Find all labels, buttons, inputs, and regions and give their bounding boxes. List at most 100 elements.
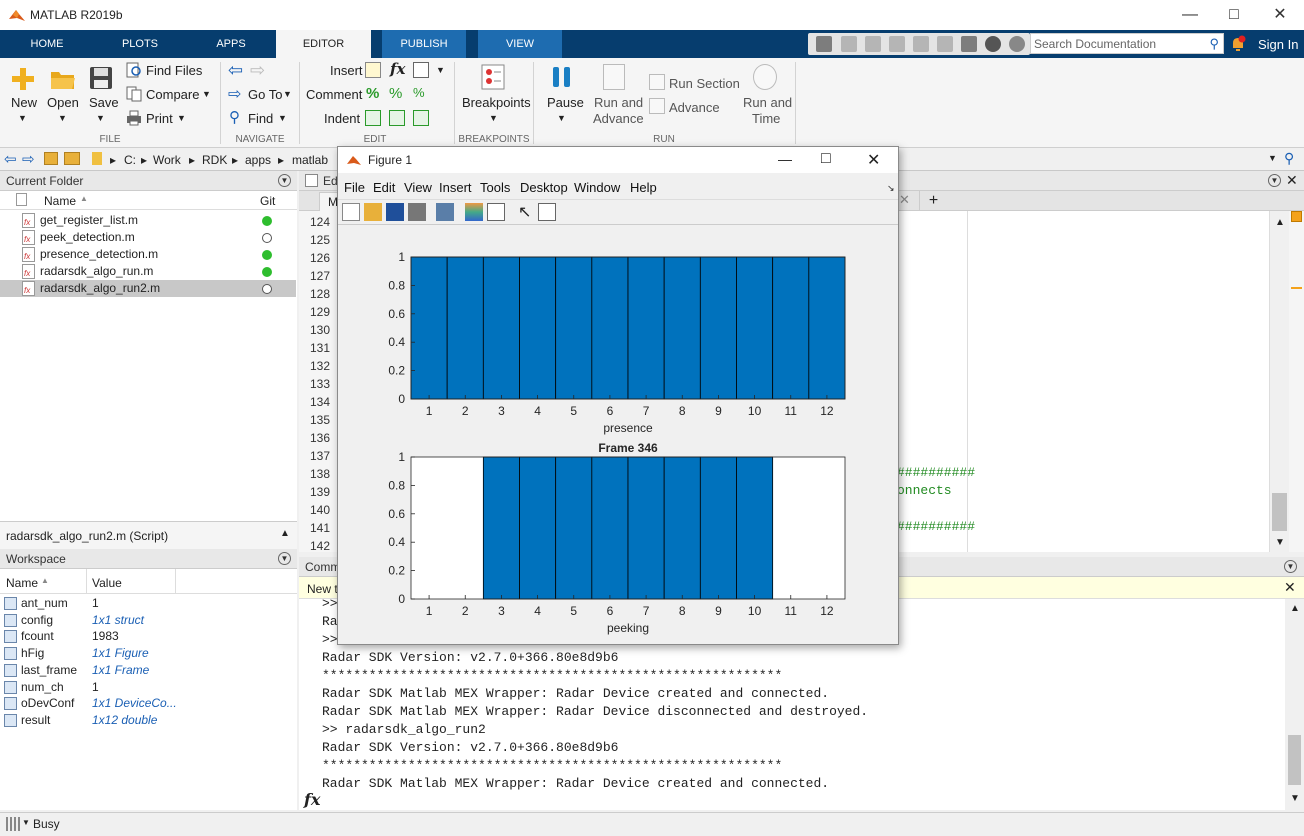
insert-legend-icon[interactable] <box>487 203 505 221</box>
figure-maximize-button[interactable]: □ <box>821 150 831 167</box>
decrease-indent-icon[interactable] <box>413 110 429 126</box>
ws-value-column-header[interactable]: Value <box>92 576 122 590</box>
workspace-variable-row[interactable]: num_ch 1 <box>0 679 296 696</box>
compare-dropdown-icon[interactable]: ▼ <box>202 89 211 99</box>
scroll-up-icon[interactable]: ▲ <box>1275 217 1285 228</box>
breadcrumb-apps[interactable]: apps <box>245 153 272 167</box>
property-inspector-icon[interactable] <box>538 203 556 221</box>
print-dropdown-icon[interactable]: ▼ <box>177 113 186 123</box>
tab-editor[interactable]: EDITOR <box>276 30 371 58</box>
redo-icon[interactable] <box>937 36 953 52</box>
breadcrumb-rdk[interactable]: RDK <box>202 153 228 167</box>
figure-menu-desktop[interactable]: Desktop <box>520 180 568 195</box>
current-folder-actions-icon[interactable]: ▼ <box>278 174 291 187</box>
file-row[interactable]: peek_detection.m <box>0 229 296 248</box>
run-and-advance-label-1[interactable]: Run and <box>594 95 644 110</box>
figure-dock-icon[interactable]: ↘ <box>887 183 895 193</box>
go-to-dropdown-icon[interactable]: ▼ <box>283 89 292 99</box>
command-window-scrollbar[interactable]: ▲ ▼ <box>1285 599 1304 810</box>
help-icon[interactable] <box>985 36 1001 52</box>
command-window-actions-icon[interactable]: ▼ <box>1284 560 1297 573</box>
comment-icon[interactable]: % <box>366 85 380 102</box>
editor-vertical-scrollbar[interactable]: ▲ ▼ <box>1269 211 1289 552</box>
undo-icon[interactable] <box>913 36 929 52</box>
advance-button[interactable]: Advance <box>669 100 720 115</box>
file-row[interactable]: get_register_list.m <box>0 212 296 231</box>
expand-details-icon[interactable]: ▲ <box>280 528 290 539</box>
workspace-variable-row[interactable]: result 1x12 double <box>0 712 296 729</box>
dismiss-notification-icon[interactable]: ✕ <box>1284 579 1296 595</box>
warning-marker[interactable] <box>1291 287 1302 289</box>
scrollbar-thumb[interactable] <box>1272 493 1287 531</box>
new-dropdown-icon[interactable]: ▼ <box>18 113 27 123</box>
edit-plot-pointer-icon[interactable]: ↖ <box>518 204 532 221</box>
pause-dropdown-icon[interactable]: ▼ <box>557 113 566 123</box>
figure-window[interactable]: Figure 1 — □ ✕ File Edit View Insert Too… <box>337 146 899 645</box>
open-file-icon[interactable] <box>364 203 382 221</box>
breadcrumb-work[interactable]: Work <box>153 153 181 167</box>
editor-actions-icon[interactable]: ▼ <box>1268 174 1281 187</box>
file-row[interactable]: radarsdk_algo_run2.m <box>0 280 296 299</box>
tab-publish[interactable]: PUBLISH <box>382 30 466 58</box>
workspace-variable-row[interactable]: config 1x1 struct <box>0 612 296 629</box>
save-icon[interactable] <box>816 36 832 52</box>
find-button[interactable]: Find <box>248 111 274 126</box>
workspace-variable-row[interactable]: last_frame 1x1 Frame <box>0 662 296 679</box>
scroll-down-icon[interactable]: ▼ <box>1290 793 1300 804</box>
new-tab-icon[interactable]: + <box>919 191 947 211</box>
cut-icon[interactable] <box>841 36 857 52</box>
scroll-up-icon[interactable]: ▲ <box>1290 603 1300 614</box>
new-figure-icon[interactable] <box>342 203 360 221</box>
save-figure-icon[interactable] <box>386 203 404 221</box>
paste-icon[interactable] <box>889 36 905 52</box>
link-plot-icon[interactable] <box>436 203 454 221</box>
up-folder-icon[interactable] <box>44 152 58 165</box>
figure-close-button[interactable]: ✕ <box>867 152 881 169</box>
compare-button[interactable]: Compare <box>146 87 200 102</box>
notification-bell-icon[interactable] <box>1230 35 1246 53</box>
address-dropdown-icon[interactable]: ▼ <box>1268 153 1277 163</box>
go-to-button[interactable]: Go To <box>248 87 283 102</box>
back-icon[interactable]: ⇦ <box>4 151 17 168</box>
insert-colorbar-icon[interactable] <box>465 203 483 221</box>
close-button[interactable]: ✕ <box>1273 6 1287 23</box>
insert-dropdown-icon[interactable]: ▼ <box>436 65 445 75</box>
figure-menu-edit[interactable]: Edit <box>373 180 396 195</box>
scrollbar-thumb[interactable] <box>1288 735 1301 785</box>
insert-function-icon[interactable]: fx <box>390 60 406 78</box>
function-browser-icon[interactable]: fx <box>304 790 321 809</box>
wrap-comments-icon[interactable]: % <box>413 85 425 100</box>
open-dropdown-icon[interactable]: ▼ <box>58 113 67 123</box>
copy-icon[interactable] <box>865 36 881 52</box>
find-dropdown-icon[interactable]: ▼ <box>278 113 287 123</box>
print-button[interactable]: Print <box>146 111 173 126</box>
customize-icon[interactable] <box>1009 36 1025 52</box>
figure-menu-view[interactable]: View <box>404 180 432 195</box>
ws-name-column-header[interactable]: Name <box>6 576 39 590</box>
figure-menu-window[interactable]: Window <box>574 180 621 195</box>
close-tab-icon[interactable]: ✕ <box>899 192 910 207</box>
run-and-time-label-2[interactable]: Time <box>752 111 781 126</box>
save-dropdown-icon[interactable]: ▼ <box>96 113 105 123</box>
figure-menu-insert[interactable]: Insert <box>439 180 472 195</box>
name-column-header[interactable]: Name <box>44 194 77 208</box>
insert-section-icon[interactable] <box>365 62 381 78</box>
browse-folder-icon[interactable] <box>64 152 80 165</box>
run-and-time-label-1[interactable]: Run and <box>743 95 793 110</box>
switch-windows-icon[interactable] <box>961 36 977 52</box>
tab-view[interactable]: VIEW <box>478 30 562 58</box>
workspace-actions-icon[interactable]: ▼ <box>278 552 291 565</box>
file-row[interactable]: presence_detection.m <box>0 246 296 265</box>
minimize-button[interactable]: — <box>1182 6 1198 23</box>
status-dropdown-icon[interactable]: ▼ <box>22 818 30 827</box>
editor-close-icon[interactable]: ✕ <box>1286 172 1298 188</box>
pause-button[interactable]: Pause <box>547 95 584 110</box>
open-button[interactable]: Open <box>47 95 79 110</box>
figure-minimize-button[interactable]: — <box>778 151 792 167</box>
scroll-down-icon[interactable]: ▼ <box>1275 537 1285 548</box>
uncomment-icon[interactable]: % <box>389 85 403 102</box>
tab-home[interactable]: HOME <box>30 38 64 50</box>
forward-arrow-icon[interactable]: ⇨ <box>250 60 266 80</box>
figure-axes-area[interactable]: 00.20.40.60.811 2 3 4 5 6 7 8 9 10 11 12presence00.… <box>338 225 898 645</box>
tab-plots[interactable]: PLOTS <box>121 38 159 50</box>
